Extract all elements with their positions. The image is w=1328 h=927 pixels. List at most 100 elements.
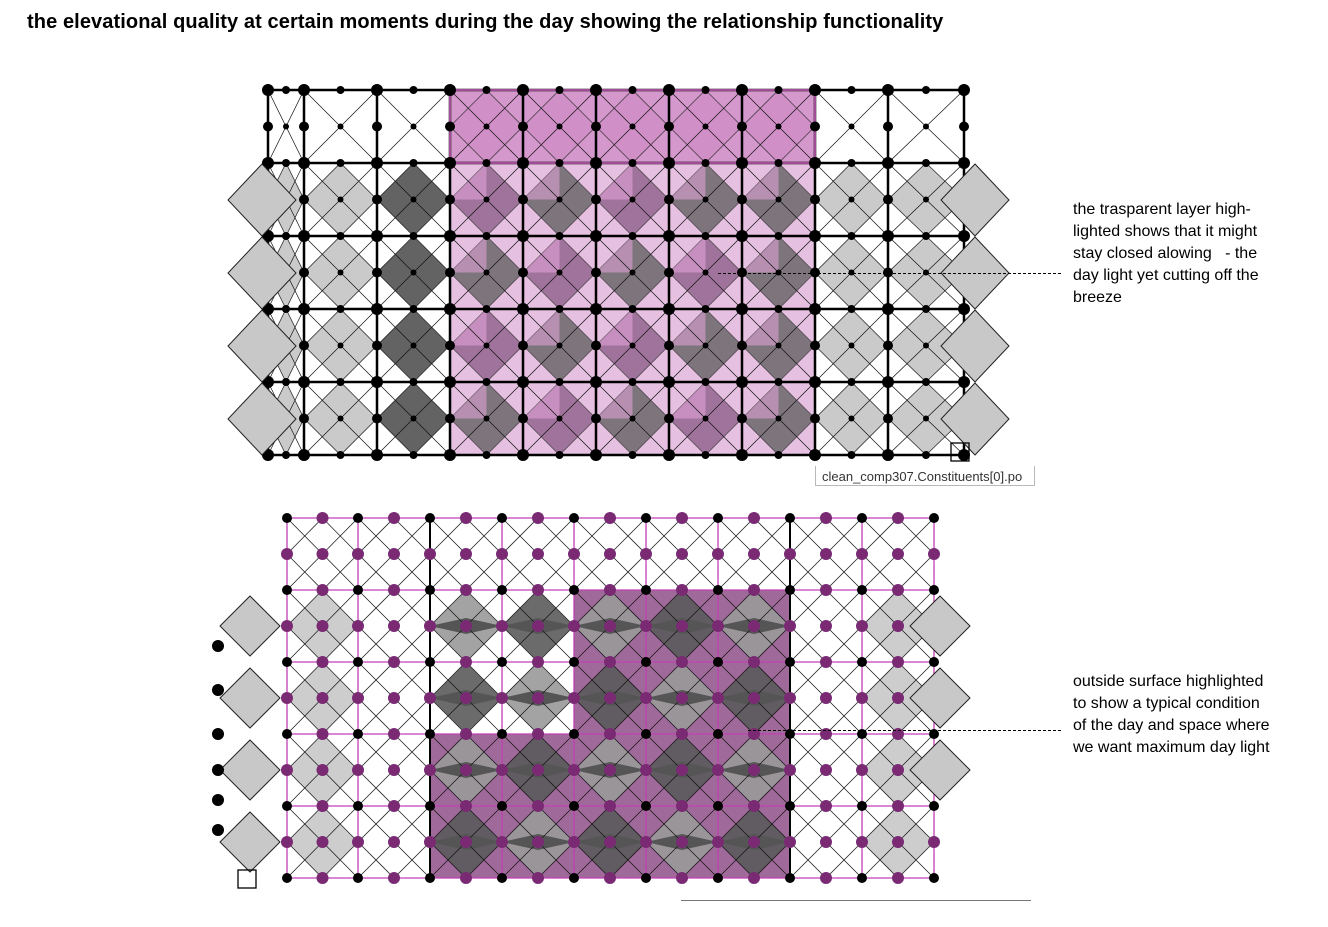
node <box>425 513 435 523</box>
node <box>958 230 970 242</box>
node <box>737 194 747 205</box>
node <box>641 585 651 595</box>
node <box>262 157 274 169</box>
node <box>775 196 782 203</box>
node <box>663 84 675 96</box>
node <box>676 656 688 668</box>
node <box>336 159 345 167</box>
side-panel <box>940 309 1010 383</box>
node <box>928 836 940 848</box>
node <box>604 656 616 668</box>
node <box>337 342 344 349</box>
node <box>737 267 747 278</box>
node <box>299 267 309 278</box>
node <box>774 86 783 94</box>
node <box>483 269 490 276</box>
component-tooltip: clean_comp307.Constituents[0].po <box>815 466 1035 486</box>
node <box>785 729 795 739</box>
node <box>569 585 579 595</box>
node <box>604 836 616 848</box>
node <box>820 872 832 884</box>
node <box>298 84 310 96</box>
node <box>283 123 289 130</box>
node <box>352 692 364 704</box>
node <box>676 548 688 560</box>
node <box>460 656 472 668</box>
node <box>883 267 893 278</box>
node <box>848 269 855 276</box>
node <box>282 729 292 739</box>
side-panel <box>909 667 971 729</box>
node <box>702 269 709 276</box>
node <box>409 232 418 240</box>
node <box>702 123 709 130</box>
node <box>371 84 383 96</box>
node <box>336 378 345 386</box>
node <box>555 86 564 94</box>
node <box>820 764 832 776</box>
node <box>775 123 782 130</box>
node <box>568 836 580 848</box>
anchor-box <box>237 869 257 889</box>
node <box>352 836 364 848</box>
node <box>388 584 400 596</box>
node <box>883 413 893 424</box>
node <box>713 729 723 739</box>
node <box>337 415 344 422</box>
node <box>663 157 675 169</box>
node <box>676 584 688 596</box>
node <box>958 303 970 315</box>
node <box>518 194 528 205</box>
node <box>388 548 400 560</box>
node <box>282 159 290 167</box>
node <box>736 157 748 169</box>
node <box>409 305 418 313</box>
node <box>483 342 490 349</box>
node <box>774 232 783 240</box>
side-panel <box>219 739 281 801</box>
node <box>848 415 855 422</box>
node <box>425 657 435 667</box>
node <box>774 451 783 459</box>
node <box>922 451 930 459</box>
node <box>892 872 904 884</box>
node <box>676 764 688 776</box>
node <box>337 196 344 203</box>
node <box>532 584 544 596</box>
node <box>748 728 760 740</box>
node <box>929 801 939 811</box>
node <box>820 512 832 524</box>
node <box>591 413 601 424</box>
node <box>460 620 472 632</box>
node <box>281 620 293 632</box>
node <box>497 801 507 811</box>
node <box>212 794 224 806</box>
node <box>299 340 309 351</box>
side-panel <box>219 811 281 873</box>
node <box>555 232 564 240</box>
node <box>641 657 651 667</box>
node <box>353 513 363 523</box>
node <box>388 800 400 812</box>
node <box>892 692 904 704</box>
node <box>748 620 760 632</box>
node <box>848 342 855 349</box>
side-panel <box>227 382 297 456</box>
node <box>425 729 435 739</box>
node <box>482 232 491 240</box>
node <box>958 157 970 169</box>
node <box>591 267 601 278</box>
node <box>497 657 507 667</box>
node <box>316 836 329 848</box>
node <box>736 230 748 242</box>
node <box>922 378 930 386</box>
node <box>809 449 821 461</box>
node <box>737 121 747 132</box>
node <box>496 692 508 704</box>
node <box>282 451 290 459</box>
node <box>882 157 894 169</box>
node <box>556 342 563 349</box>
node <box>282 86 290 94</box>
node <box>929 657 939 667</box>
